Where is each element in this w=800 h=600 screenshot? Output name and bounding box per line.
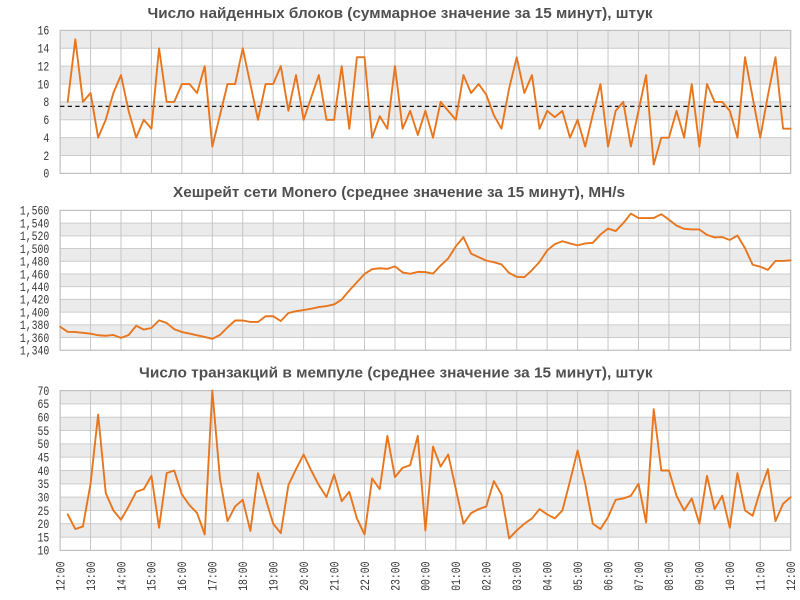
svg-text:Хешрейт сети Monero (среднее з: Хешрейт сети Monero (среднее значение за… — [173, 185, 625, 201]
svg-text:60: 60 — [38, 411, 50, 426]
svg-text:1,520: 1,520 — [20, 229, 49, 244]
svg-text:1,460: 1,460 — [20, 267, 49, 282]
svg-text:05:00: 05:00 — [571, 562, 586, 591]
svg-text:02:00: 02:00 — [480, 562, 495, 591]
svg-text:13:00: 13:00 — [84, 562, 99, 591]
svg-text:01:00: 01:00 — [449, 562, 464, 591]
svg-text:23:00: 23:00 — [388, 562, 403, 591]
svg-text:Число транзакций в мемпуле (ср: Число транзакций в мемпуле (среднее знач… — [139, 366, 653, 382]
svg-text:21:00: 21:00 — [327, 562, 342, 591]
svg-text:12: 12 — [38, 59, 50, 74]
svg-text:15: 15 — [38, 530, 50, 545]
svg-text:10: 10 — [38, 544, 50, 559]
svg-text:6: 6 — [43, 113, 49, 128]
svg-text:19:00: 19:00 — [266, 562, 281, 591]
svg-text:16: 16 — [38, 24, 50, 39]
svg-text:1,500: 1,500 — [20, 242, 49, 257]
svg-text:0: 0 — [43, 167, 49, 182]
svg-text:2: 2 — [43, 149, 49, 164]
svg-text:1,540: 1,540 — [20, 216, 49, 231]
svg-text:08:00: 08:00 — [662, 562, 677, 591]
svg-text:1,480: 1,480 — [20, 255, 49, 270]
svg-text:25: 25 — [38, 504, 50, 519]
svg-text:04:00: 04:00 — [540, 562, 555, 591]
svg-text:65: 65 — [38, 397, 50, 412]
svg-text:35: 35 — [38, 477, 50, 492]
svg-text:03:00: 03:00 — [510, 562, 525, 591]
svg-text:Число найденных блоков (суммар: Число найденных блоков (суммарное значен… — [148, 6, 654, 22]
svg-text:07:00: 07:00 — [632, 562, 647, 591]
svg-text:18:00: 18:00 — [236, 562, 251, 591]
svg-text:22:00: 22:00 — [358, 562, 373, 591]
svg-text:4: 4 — [43, 131, 49, 146]
svg-text:00:00: 00:00 — [419, 562, 434, 591]
svg-text:8: 8 — [43, 95, 49, 110]
svg-text:12:00: 12:00 — [784, 562, 799, 591]
svg-text:30: 30 — [38, 490, 50, 505]
svg-text:10:00: 10:00 — [723, 562, 738, 591]
svg-text:1,360: 1,360 — [20, 331, 49, 346]
svg-text:45: 45 — [38, 450, 50, 465]
svg-text:17:00: 17:00 — [206, 562, 221, 591]
svg-text:55: 55 — [38, 424, 50, 439]
svg-text:06:00: 06:00 — [601, 562, 616, 591]
svg-text:09:00: 09:00 — [693, 562, 708, 591]
svg-text:14: 14 — [38, 42, 50, 57]
svg-text:15:00: 15:00 — [145, 562, 160, 591]
svg-text:20:00: 20:00 — [297, 562, 312, 591]
svg-text:40: 40 — [38, 464, 50, 479]
svg-text:1,420: 1,420 — [20, 293, 49, 308]
svg-text:1,400: 1,400 — [20, 305, 49, 320]
svg-text:1,340: 1,340 — [20, 344, 49, 359]
svg-text:11:00: 11:00 — [754, 562, 769, 591]
svg-text:70: 70 — [38, 384, 50, 399]
svg-text:16:00: 16:00 — [175, 562, 190, 591]
svg-text:1,560: 1,560 — [20, 204, 49, 219]
svg-text:1,440: 1,440 — [20, 280, 49, 295]
svg-text:20: 20 — [38, 517, 50, 532]
svg-text:14:00: 14:00 — [114, 562, 129, 591]
svg-text:12:00: 12:00 — [53, 562, 68, 591]
svg-text:1,380: 1,380 — [20, 318, 49, 333]
svg-text:10: 10 — [38, 77, 50, 92]
svg-text:50: 50 — [38, 437, 50, 452]
